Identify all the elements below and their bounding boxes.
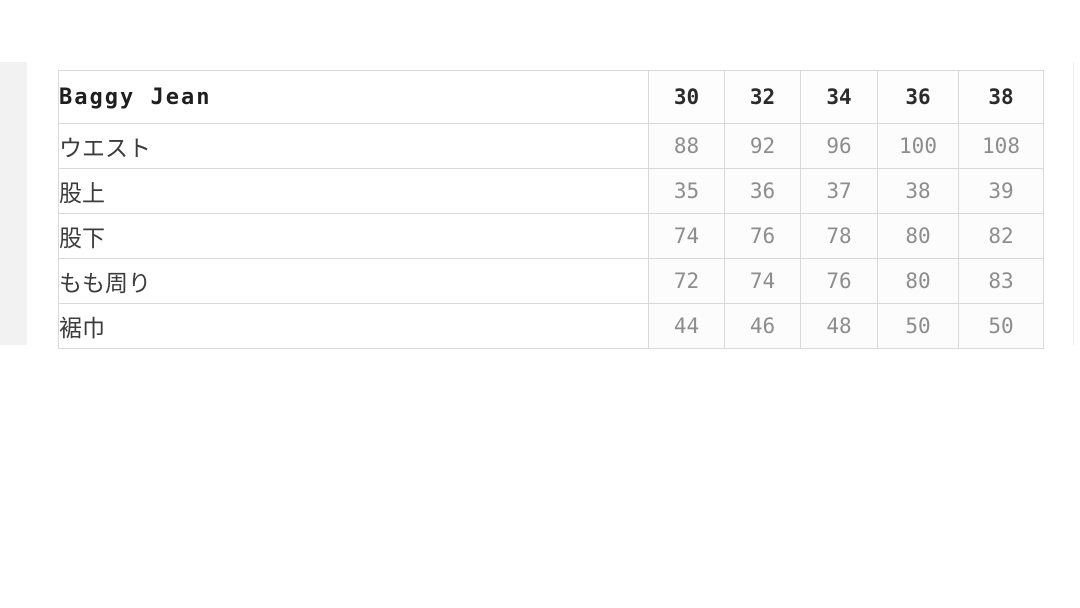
row-label-hem: 裾巾 [58, 303, 649, 349]
row-label-inseam: 股下 [58, 213, 649, 259]
cell-hem-32: 46 [724, 303, 801, 349]
cell-thigh-36: 80 [877, 258, 959, 304]
table-row: ウエスト 88 92 96 100 108 [58, 123, 1044, 169]
cell-inseam-36: 80 [877, 213, 959, 259]
cell-waist-30: 88 [648, 123, 725, 169]
left-gutter-band [0, 62, 27, 345]
size-header-36: 36 [877, 70, 959, 124]
cell-rise-36: 38 [877, 168, 959, 214]
table-row: 股上 35 36 37 38 39 [58, 168, 1044, 214]
cell-hem-36: 50 [877, 303, 959, 349]
cell-rise-38: 39 [958, 168, 1044, 214]
cell-waist-36: 100 [877, 123, 959, 169]
cell-rise-34: 37 [800, 168, 878, 214]
row-label-rise: 股上 [58, 168, 649, 214]
product-name-header: Baggy Jean [58, 70, 649, 124]
cell-hem-34: 48 [800, 303, 878, 349]
table-row: 裾巾 44 46 48 50 50 [58, 303, 1044, 349]
size-chart-table: Baggy Jean 30 32 34 36 38 ウエスト 88 92 96 … [58, 70, 1044, 349]
size-header-32: 32 [724, 70, 801, 124]
cell-thigh-34: 76 [800, 258, 878, 304]
cell-rise-30: 35 [648, 168, 725, 214]
cell-waist-38: 108 [958, 123, 1044, 169]
cell-hem-38: 50 [958, 303, 1044, 349]
row-label-waist: ウエスト [58, 123, 649, 169]
cell-waist-34: 96 [800, 123, 878, 169]
right-page-edge-rule [1073, 62, 1074, 345]
cell-inseam-30: 74 [648, 213, 725, 259]
size-header-34: 34 [800, 70, 878, 124]
cell-inseam-38: 82 [958, 213, 1044, 259]
size-chart-container: Baggy Jean 30 32 34 36 38 ウエスト 88 92 96 … [58, 70, 1044, 349]
cell-waist-32: 92 [724, 123, 801, 169]
cell-inseam-32: 76 [724, 213, 801, 259]
size-header-38: 38 [958, 70, 1044, 124]
size-header-30: 30 [648, 70, 725, 124]
cell-thigh-30: 72 [648, 258, 725, 304]
cell-rise-32: 36 [724, 168, 801, 214]
row-label-thigh: もも周り [58, 258, 649, 304]
cell-thigh-38: 83 [958, 258, 1044, 304]
cell-thigh-32: 74 [724, 258, 801, 304]
table-row: 股下 74 76 78 80 82 [58, 213, 1044, 259]
cell-inseam-34: 78 [800, 213, 878, 259]
table-header-row: Baggy Jean 30 32 34 36 38 [58, 70, 1044, 124]
table-row: もも周り 72 74 76 80 83 [58, 258, 1044, 304]
cell-hem-30: 44 [648, 303, 725, 349]
